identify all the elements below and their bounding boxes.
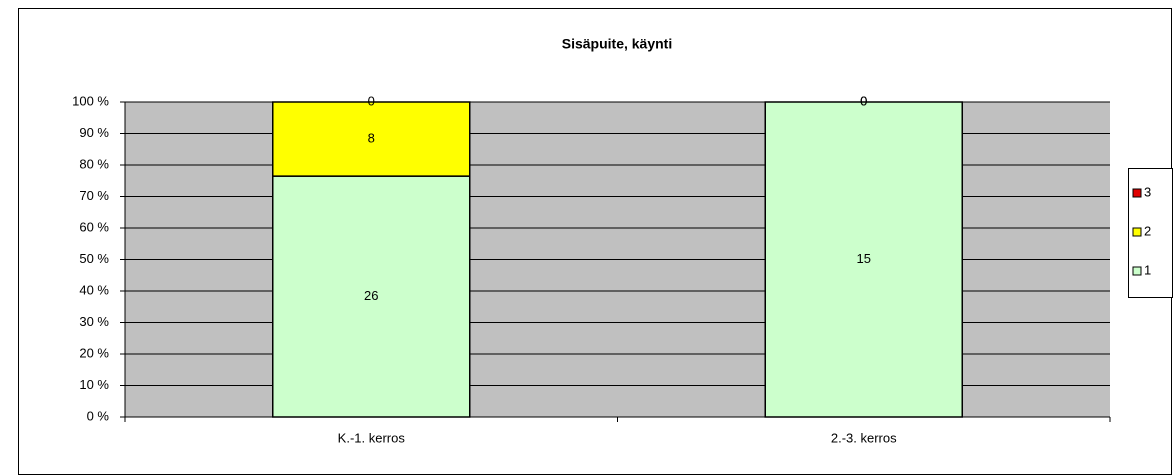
data-label: 0 [368,93,375,108]
legend-label: 1 [1144,262,1151,277]
x-tick-label: 2.-3. kerros [831,430,897,445]
legend-label: 2 [1144,223,1151,238]
data-label: 15 [857,251,871,266]
y-tick-label: 60 % [79,219,109,234]
x-tick-label: K.-1. kerros [338,430,406,445]
y-tick-label: 10 % [79,377,109,392]
bar-segment [272,175,471,418]
y-tick-label: 30 % [79,314,109,329]
y-tick-label: 70 % [79,188,109,203]
chart-title: Sisäpuite, käynti [562,36,672,52]
y-tick-label: 100 % [72,93,109,108]
legend-swatch [1132,227,1142,237]
legend-label: 3 [1144,184,1151,199]
y-tick-label: 20 % [79,345,109,360]
y-tick-label: 80 % [79,156,109,171]
data-label: 0 [860,93,867,108]
y-tick-label: 40 % [79,282,109,297]
y-tick-label: 50 % [79,251,109,266]
bar-segment [764,101,963,418]
legend-swatch [1132,266,1142,276]
y-tick-label: 0 % [87,408,110,423]
data-label: 26 [364,288,378,303]
y-tick-label: 90 % [79,125,109,140]
legend-swatch [1132,188,1142,198]
data-label: 8 [368,130,375,145]
data-label: 0 [860,93,867,108]
bar-segment [272,101,471,177]
